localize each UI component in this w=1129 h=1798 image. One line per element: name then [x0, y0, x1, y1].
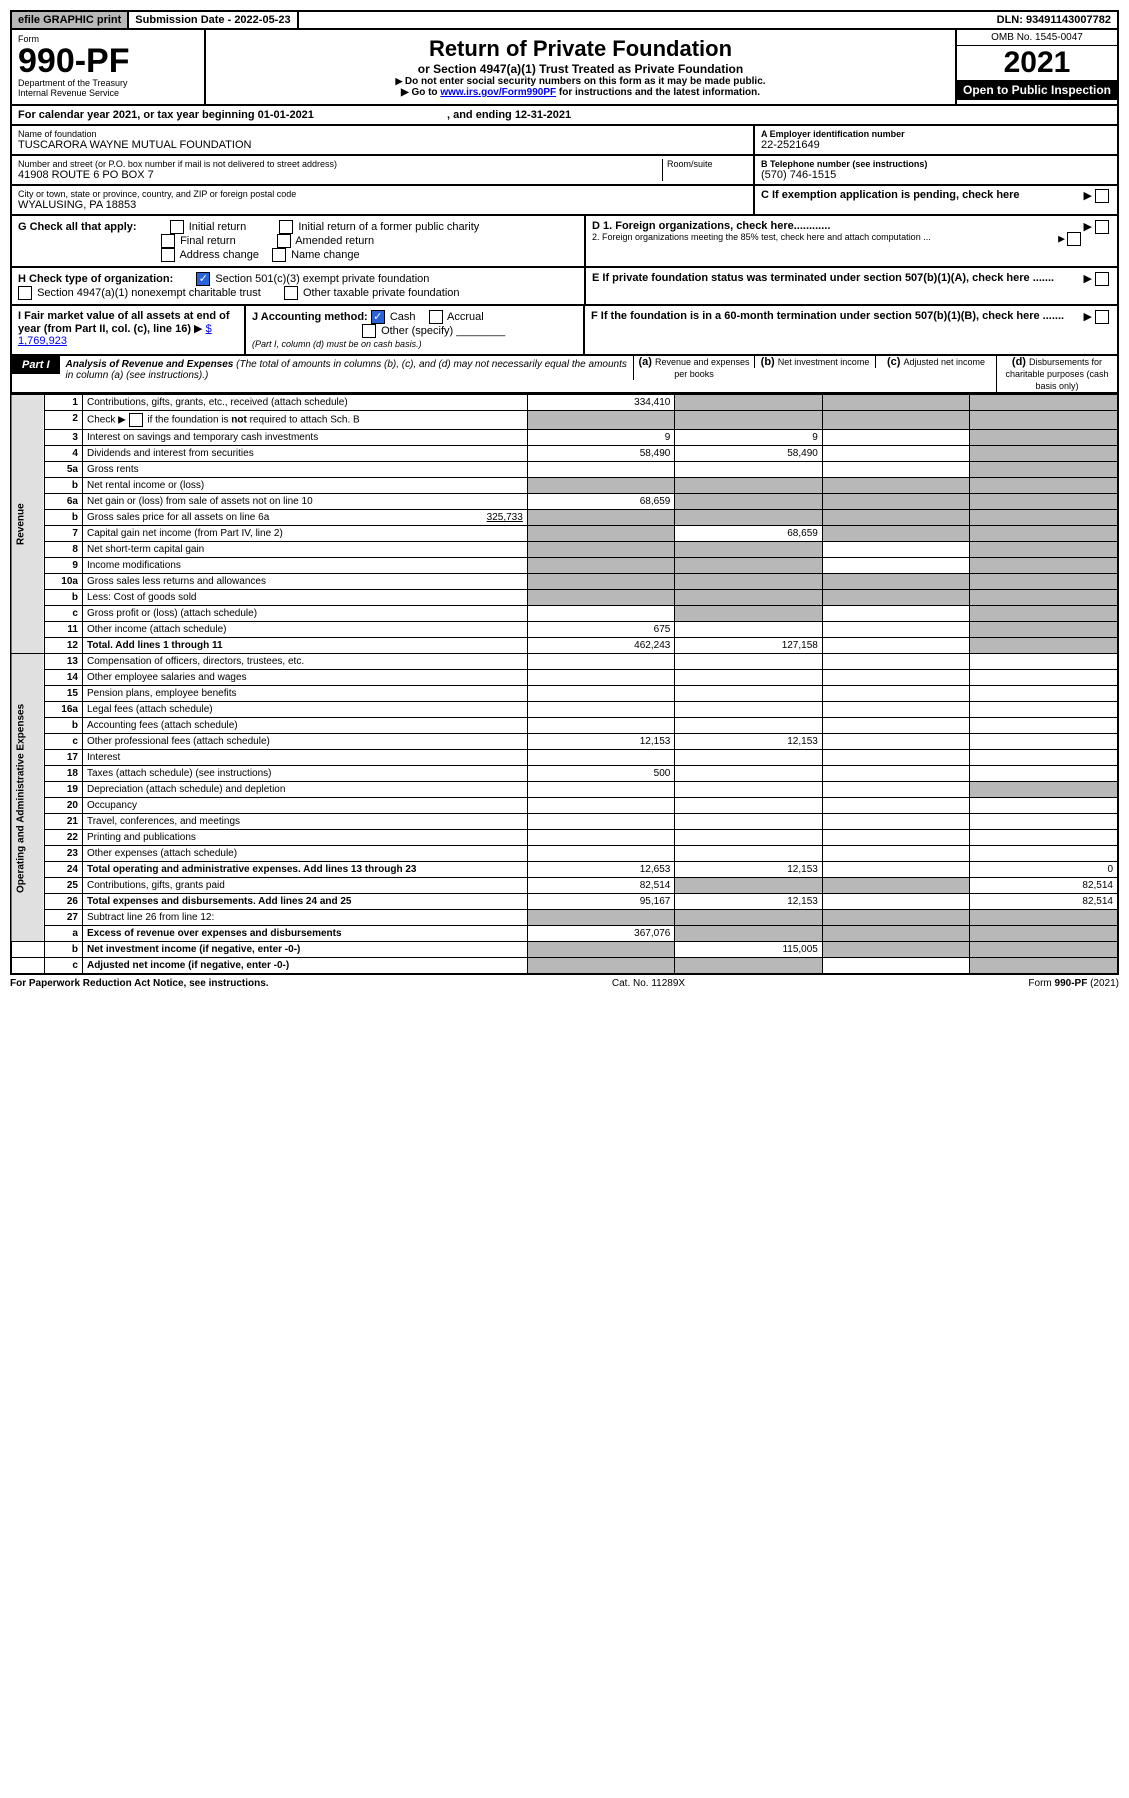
footer: For Paperwork Reduction Act Notice, see …: [10, 975, 1119, 992]
g-name-checkbox[interactable]: [272, 248, 286, 262]
top-bar: efile GRAPHIC print Submission Date - 20…: [10, 10, 1119, 30]
telephone-block: B Telephone number (see instructions) (5…: [755, 156, 1117, 184]
dln: DLN: 93491143007782: [991, 12, 1117, 28]
section-f: F If the foundation is in a 60-month ter…: [585, 306, 1117, 354]
e-checkbox[interactable]: [1095, 272, 1109, 286]
foundation-name-block: Name of foundation TUSCARORA WAYNE MUTUA…: [12, 126, 755, 154]
g-final-checkbox[interactable]: [161, 234, 175, 248]
j-other-checkbox[interactable]: [362, 324, 376, 338]
c-checkbox[interactable]: [1095, 189, 1109, 203]
open-inspection: Open to Public Inspection: [957, 80, 1117, 100]
revenue-side: Revenue: [11, 395, 45, 654]
ftr-left: For Paperwork Reduction Act Notice, see …: [10, 978, 269, 989]
d2-checkbox[interactable]: [1067, 232, 1081, 246]
ftr-cat: Cat. No. 11289X: [612, 978, 685, 989]
city-val: WYALUSING, PA 18853: [18, 199, 747, 211]
j-cash-checkbox[interactable]: [371, 310, 385, 324]
section-c: C If exemption application is pending, c…: [755, 186, 1117, 214]
g-initial-checkbox[interactable]: [170, 220, 184, 234]
foundation-name: TUSCARORA WAYNE MUTUAL FOUNDATION: [18, 139, 747, 151]
section-i: I Fair market value of all assets at end…: [12, 306, 246, 354]
h-501c3-checkbox[interactable]: [196, 272, 210, 286]
g-former-checkbox[interactable]: [279, 220, 293, 234]
ein-val: 22-2521649: [761, 139, 1111, 151]
ein-block: A Employer identification number 22-2521…: [755, 126, 1117, 154]
section-e: E If private foundation status was termi…: [586, 268, 1117, 304]
expenses-side: Operating and Administrative Expenses: [11, 654, 45, 942]
address-block: Number and street (or P.O. box number if…: [18, 159, 662, 181]
address-val: 41908 ROUTE 6 PO BOX 7: [18, 169, 662, 181]
form-link[interactable]: www.irs.gov/Form990PF: [440, 87, 556, 98]
efile-print[interactable]: efile GRAPHIC print: [12, 12, 129, 28]
tax-year: 2021: [957, 46, 1117, 80]
section-j: J Accounting method: Cash Accrual Other …: [246, 306, 585, 354]
h-4947-checkbox[interactable]: [18, 286, 32, 300]
j-accrual-checkbox[interactable]: [429, 310, 443, 324]
ftr-form: Form 990-PF (2021): [1028, 978, 1119, 989]
section-g: G Check all that apply: Initial return I…: [12, 216, 586, 266]
f-checkbox[interactable]: [1095, 310, 1109, 324]
irs: Internal Revenue Service: [18, 88, 198, 98]
h-other-checkbox[interactable]: [284, 286, 298, 300]
calendar-year: For calendar year 2021, or tax year begi…: [10, 106, 1119, 126]
part1-header: Part I Analysis of Revenue and Expenses …: [10, 356, 1119, 394]
part1-table: Revenue 1Contributions, gifts, grants, e…: [10, 394, 1119, 975]
omb: OMB No. 1545-0047: [957, 30, 1117, 46]
room-suite: Room/suite: [662, 159, 747, 181]
submission-date: Submission Date - 2022-05-23: [129, 12, 298, 28]
g-amended-checkbox[interactable]: [277, 234, 291, 248]
line2-checkbox[interactable]: [129, 413, 143, 427]
section-d: D 1. Foreign organizations, check here..…: [586, 216, 1117, 266]
form-title: Return of Private Foundation: [212, 36, 949, 62]
form-header: Form 990-PF Department of the Treasury I…: [10, 30, 1119, 106]
city-block: City or town, state or province, country…: [12, 186, 755, 214]
g-addr-checkbox[interactable]: [161, 248, 175, 262]
dept: Department of the Treasury: [18, 78, 198, 88]
tel-val: (570) 746-1515: [761, 169, 1111, 181]
note-goto: ▶ Go to www.irs.gov/Form990PF for instru…: [212, 87, 949, 98]
d1-checkbox[interactable]: [1095, 220, 1109, 234]
form-number: 990-PF: [18, 44, 198, 78]
note-ssn: Do not enter social security numbers on …: [212, 76, 949, 87]
section-h: H Check type of organization: Section 50…: [12, 268, 586, 304]
form-subtitle: or Section 4947(a)(1) Trust Treated as P…: [212, 62, 949, 76]
